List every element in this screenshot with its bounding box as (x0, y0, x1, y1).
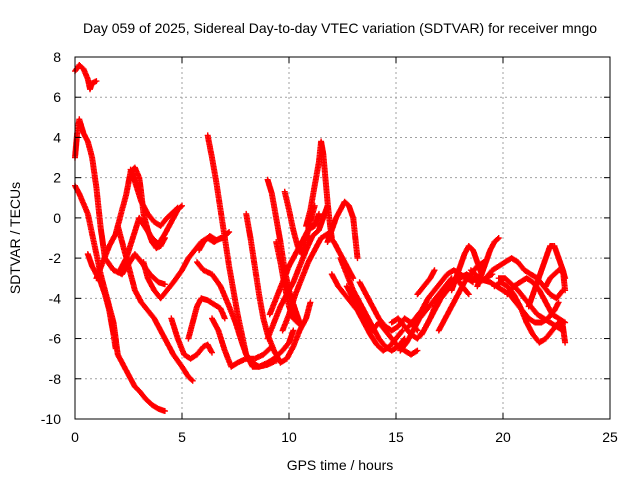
x-tick-label: 0 (71, 429, 79, 445)
series-track-43 (542, 267, 569, 290)
x-tick-label: 20 (495, 429, 511, 445)
plus-markers (168, 315, 215, 362)
plus-markers (474, 235, 502, 290)
series-track-33 (414, 267, 438, 298)
axis-ticks: 0 5 10 15 20 25 -10 -8 -6 -4 -2 0 2 4 6 8 (41, 49, 618, 445)
plus-markers (303, 138, 335, 241)
series-track-23 (303, 138, 335, 241)
x-tick-label: 15 (388, 429, 404, 445)
series-track-02 (72, 116, 168, 288)
x-tick-label: 10 (281, 429, 297, 445)
y-tick-label: 2 (53, 170, 61, 186)
plus-markers (273, 239, 303, 328)
plus-markers (397, 275, 455, 354)
data-series (72, 62, 569, 414)
y-tick-label: -4 (49, 290, 62, 306)
plus-markers (448, 243, 485, 294)
chart-title: Day 059 of 2025, Sidereal Day-to-day VTE… (83, 20, 597, 36)
series-track-10 (168, 315, 215, 362)
plus-markers (72, 116, 168, 288)
plus-markers (414, 267, 438, 298)
series-track-24 (324, 198, 361, 262)
series-track-30 (397, 275, 455, 354)
plus-markers (185, 295, 228, 342)
y-tick-label: -8 (49, 371, 62, 387)
y-tick-label: 8 (53, 49, 61, 65)
series-track-07 (116, 202, 185, 274)
series-track-22 (281, 188, 318, 258)
y-tick-label: 6 (53, 89, 61, 105)
plot-frame (74, 56, 611, 420)
grid-lines (75, 57, 610, 419)
y-tick-label: 4 (53, 129, 61, 145)
series-track-35 (448, 243, 485, 294)
plus-markers (281, 188, 318, 258)
series-track-15 (209, 315, 275, 370)
series-track-11 (185, 295, 228, 342)
series-track-06 (114, 222, 196, 384)
y-tick-label: -2 (49, 250, 62, 266)
y-axis-label: SDTVAR / TECUs (7, 182, 23, 294)
plus-markers (127, 166, 181, 229)
x-axis-label: GPS time / hours (287, 457, 394, 473)
series-track-36 (474, 235, 502, 290)
series-track-08 (127, 166, 181, 229)
plus-markers (324, 198, 361, 262)
series-track-21 (273, 239, 303, 328)
series-track-01 (72, 62, 100, 93)
x-tick-label: 5 (178, 429, 186, 445)
x-tick-label: 25 (602, 429, 618, 445)
y-tick-label: -10 (41, 411, 61, 427)
plus-markers (72, 62, 100, 93)
y-tick-label: 0 (53, 210, 61, 226)
plus-markers (114, 222, 196, 384)
y-tick-label: -6 (49, 331, 62, 347)
plus-markers (209, 315, 275, 370)
plus-markers (542, 267, 569, 290)
plus-markers (116, 202, 185, 274)
